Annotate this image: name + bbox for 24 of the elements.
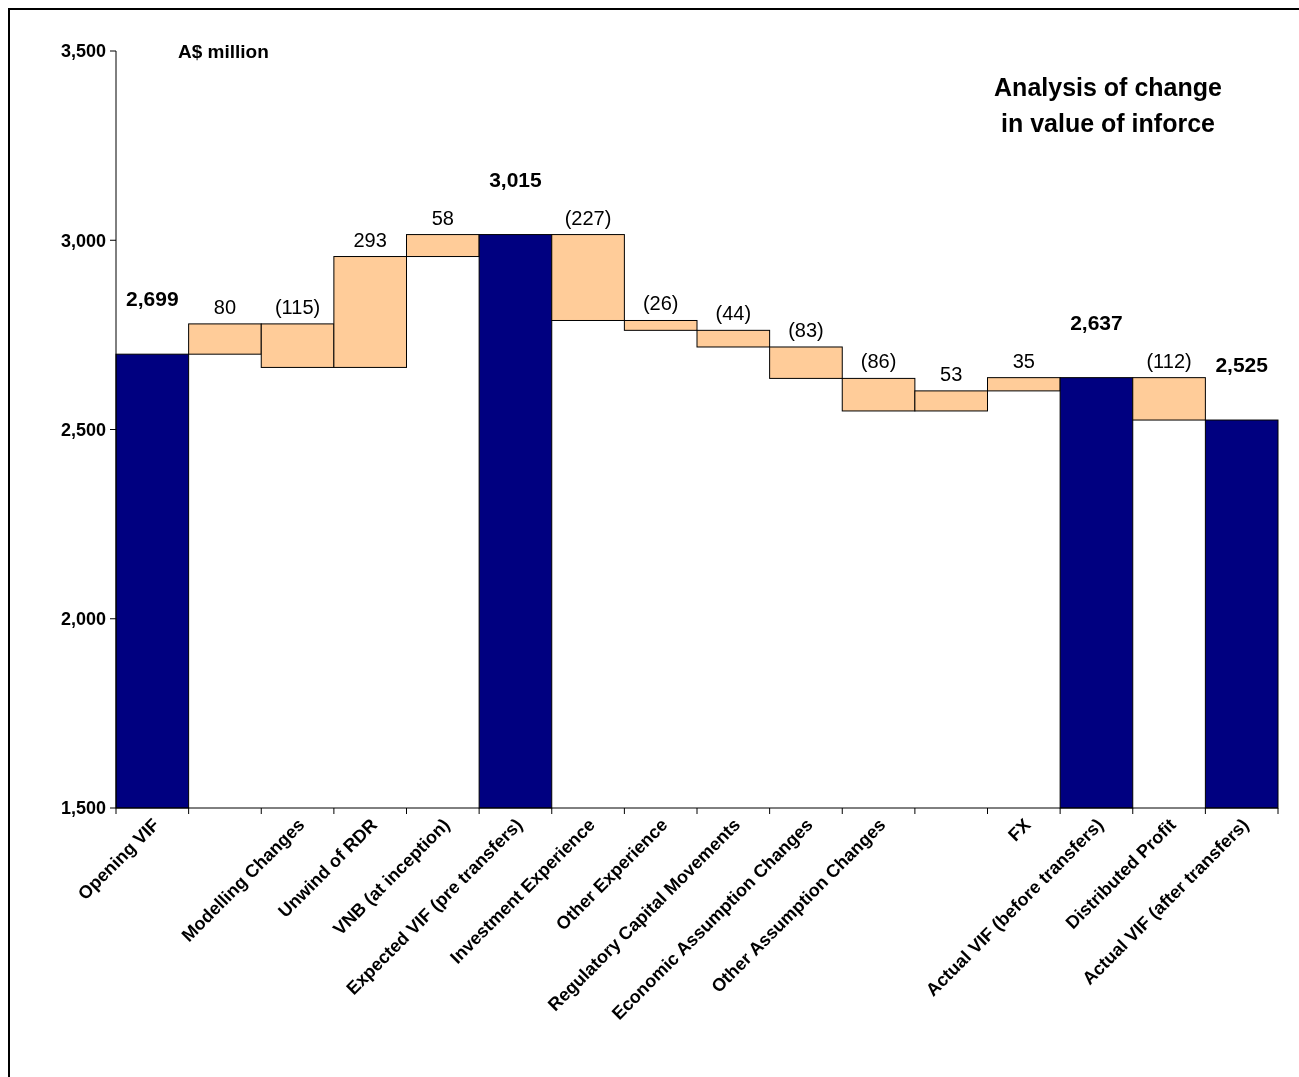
- y-tick-label: 3,000: [60, 230, 106, 251]
- data-label: 293: [353, 228, 387, 251]
- data-label: (83): [788, 318, 824, 341]
- data-label: 3,015: [489, 167, 543, 191]
- y-tick-label: 2,000: [60, 609, 106, 630]
- text: Analysis of change in value of inforce: [994, 73, 1223, 137]
- data-label: 2,637: [1070, 310, 1123, 334]
- data-label: 80: [213, 295, 237, 318]
- y-tick-label: 2,500: [60, 419, 106, 440]
- y-tick-label: 1,500: [60, 798, 106, 819]
- x-tick-label: FX: [1004, 814, 1035, 846]
- data-label: 58: [431, 206, 454, 229]
- data-label: (112): [1146, 349, 1192, 372]
- data-label: (26): [642, 292, 679, 315]
- data-label: (227): [564, 206, 612, 229]
- data-label: (86): [860, 350, 897, 373]
- data-label: 53: [940, 362, 963, 385]
- data-label: 2,699: [126, 287, 179, 311]
- data-label: 2,525: [1215, 353, 1269, 377]
- data-label: (44): [715, 302, 752, 325]
- data-label: (115): [274, 295, 321, 318]
- annotation: A$ million: [178, 41, 269, 62]
- data-label: 35: [1012, 349, 1035, 372]
- y-tick-label: 3,500: [60, 41, 106, 62]
